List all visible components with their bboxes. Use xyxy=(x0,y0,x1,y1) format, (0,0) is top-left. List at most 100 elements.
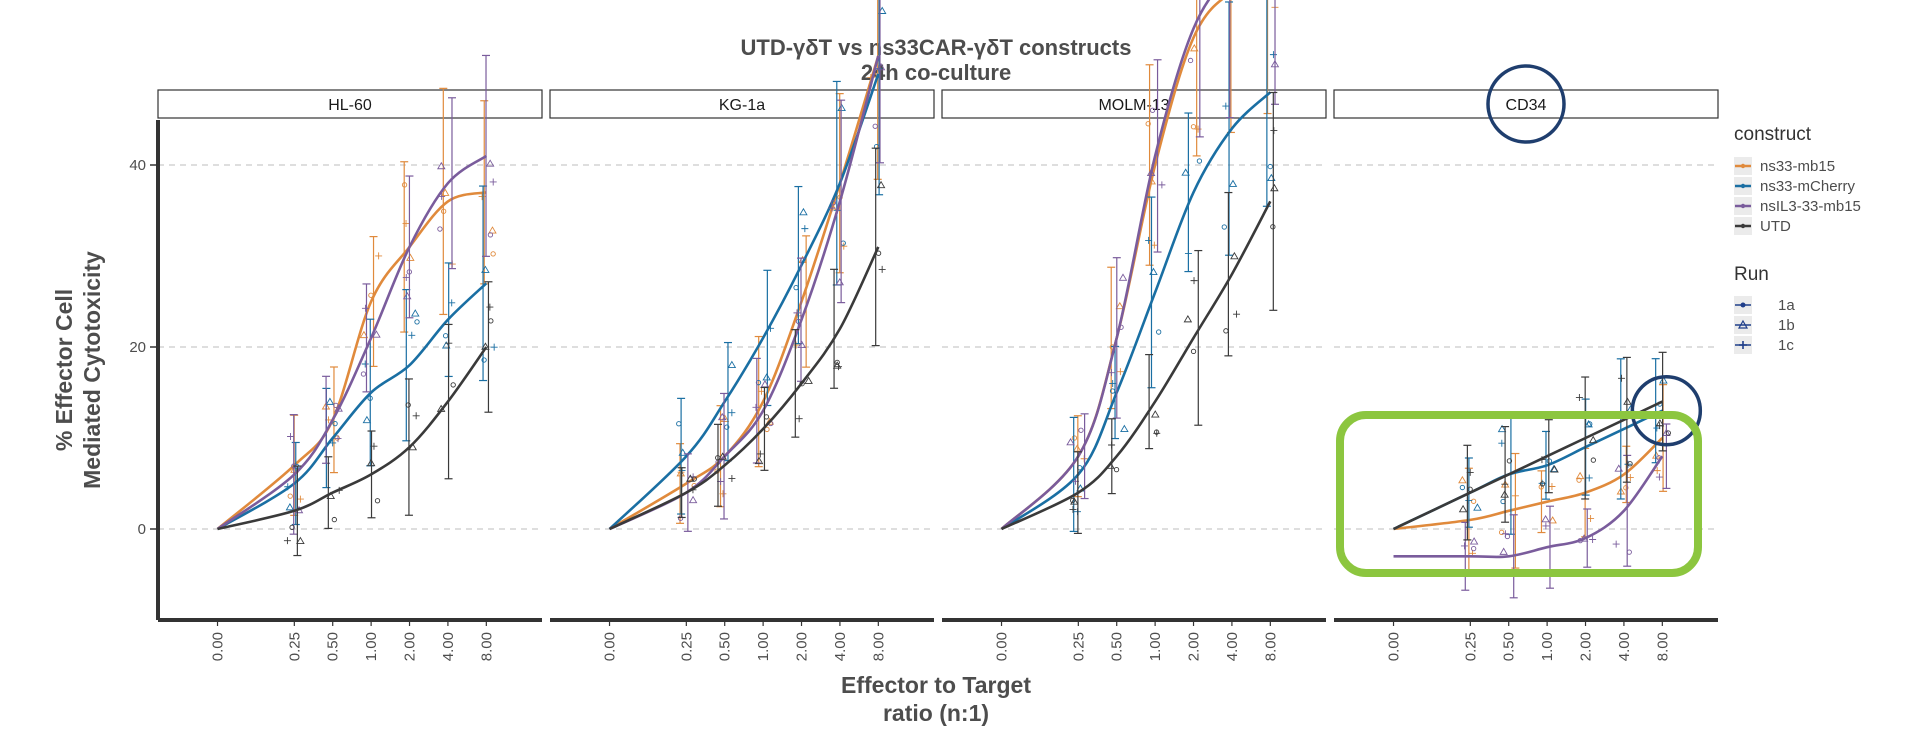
data-point-run-1c xyxy=(1548,482,1556,490)
data-point-run-1b xyxy=(762,373,771,381)
series-utd xyxy=(217,281,494,557)
data-point-run-1b xyxy=(440,188,450,196)
data-point-run-1b xyxy=(799,207,808,216)
data-point-run-1b xyxy=(720,414,730,423)
data-point-run-1c xyxy=(757,387,765,395)
legend-label: ns33-mCherry xyxy=(1760,178,1856,195)
data-point-run-1c xyxy=(1655,473,1663,481)
series-nsil3-33-mb15 xyxy=(1393,423,1671,599)
data-point-run-1c xyxy=(361,360,369,368)
legend-label: ns33-mb15 xyxy=(1760,158,1835,175)
data-point-run-1b xyxy=(411,309,420,317)
data-point-run-1a xyxy=(1590,457,1596,463)
data-point-run-1a xyxy=(331,516,337,523)
data-point-run-1a xyxy=(1498,529,1505,536)
data-point-run-1b xyxy=(362,415,372,424)
series-utd xyxy=(1392,351,1671,541)
data-point-run-1c xyxy=(728,474,736,482)
data-point-run-1c xyxy=(1222,102,1230,110)
data-point-run-1a xyxy=(437,226,443,232)
data-point-run-1b xyxy=(285,502,295,511)
data-point-run-1b xyxy=(406,253,415,261)
data-point-run-1c xyxy=(445,339,453,347)
facet-label: MOLM-13 xyxy=(1098,97,1169,114)
series-utd xyxy=(1000,91,1279,534)
data-point-run-1b xyxy=(1499,547,1508,555)
x-tick-label: 4.00 xyxy=(832,632,849,661)
data-point-run-1b xyxy=(876,62,886,71)
legend-constructs: ns33-mb15 ns33-mCherry nsIL3-33-mb15 UTD xyxy=(1734,157,1861,235)
data-point-run-1b xyxy=(835,277,844,286)
data-point-run-1a xyxy=(1504,533,1511,540)
x-tick-label: 2.00 xyxy=(794,632,811,661)
data-point-run-1a xyxy=(1270,224,1276,230)
panel-kg-1a: KG-1a 0.00 0.25 0.50 1.00 2.00 4.00 8.00 xyxy=(549,0,935,661)
data-point-run-1c xyxy=(490,343,498,351)
data-point-run-1b xyxy=(1270,59,1280,68)
legend-item-run-1c: 1c xyxy=(1734,336,1794,354)
data-point-run-1c xyxy=(370,442,378,450)
data-point-run-1c xyxy=(1465,497,1473,505)
data-point-run-1c xyxy=(1069,505,1077,513)
y-tick-label: 20 xyxy=(129,339,146,356)
series-nsil3-33-mb15 xyxy=(608,0,886,532)
panels: HL-60 0.00 0.25 0.50 1.00 2.00 4.00 8.00 KG-1a 0.… xyxy=(156,0,1719,661)
x-tick-label: 0.50 xyxy=(717,632,734,661)
data-point-run-1a xyxy=(1078,427,1084,433)
trend-line-utd xyxy=(217,346,488,531)
data-point-run-1c xyxy=(486,303,494,311)
x-tick-label: 1.00 xyxy=(1539,632,1556,661)
x-tick-label: 0.25 xyxy=(1070,632,1087,661)
x-tick-label: 1.00 xyxy=(363,632,380,661)
legend-label: UTD xyxy=(1760,218,1791,235)
data-point-run-1c xyxy=(1269,51,1277,59)
x-tick-label: 0.00 xyxy=(994,632,1011,661)
data-point-run-1a xyxy=(834,359,840,366)
x-tick-label: 0.00 xyxy=(602,632,619,661)
data-point-run-1b xyxy=(1500,490,1509,498)
data-point-run-1c xyxy=(1190,277,1198,285)
x-tick-label: 4.00 xyxy=(1616,632,1633,661)
x-tick-label: 1.00 xyxy=(1147,632,1164,661)
y-axis-title-line1: % Effector Cell xyxy=(51,289,77,451)
data-point-run-1c xyxy=(835,363,843,371)
trend-line-ns33-mcherry xyxy=(608,73,880,530)
chart-subtitle: 24h co-culture xyxy=(861,60,1011,85)
trend-line-nsil3-33-mb15 xyxy=(1393,455,1664,559)
data-point-run-1a xyxy=(1071,435,1078,441)
legend-key-dot xyxy=(1740,223,1746,229)
x-tick-label: 2.00 xyxy=(1578,632,1595,661)
x-tick-label: 0.00 xyxy=(1386,632,1403,661)
y-axis-ticks: 020406080 xyxy=(129,157,157,538)
data-point-run-1c xyxy=(1618,374,1626,382)
x-tick-label: 8.00 xyxy=(478,632,495,661)
data-point-run-1c xyxy=(1460,542,1468,550)
data-point-run-1c xyxy=(412,412,420,420)
data-point-run-1c xyxy=(1501,530,1509,538)
data-point-run-1a xyxy=(1587,421,1593,427)
series-ns33-mcherry xyxy=(216,185,498,531)
data-point-run-1a xyxy=(401,182,408,188)
facet-label: HL-60 xyxy=(328,97,372,114)
data-point-run-1c xyxy=(283,537,291,545)
x-tick-label: 1.00 xyxy=(755,632,772,661)
data-point-run-1a xyxy=(1267,163,1273,170)
data-point-run-1c xyxy=(296,495,304,503)
data-point-run-1a xyxy=(414,319,420,325)
data-point-run-1a xyxy=(1627,461,1633,467)
legend-key-dot xyxy=(1740,183,1746,189)
data-point-run-1a xyxy=(360,371,367,377)
data-point-run-1b xyxy=(1575,471,1585,480)
data-point-run-1c xyxy=(1194,125,1202,133)
annotation-circle-point xyxy=(1630,374,1703,447)
panel-molm-13: MOLM-13 0.00 0.25 0.50 1.00 2.00 4.00 8.00 xyxy=(941,0,1327,661)
panel-hl-60: HL-60 0.00 0.25 0.50 1.00 2.00 4.00 8.00 xyxy=(156,54,543,661)
legend-key-marker xyxy=(1739,341,1747,349)
data-point-run-1b xyxy=(481,265,490,273)
data-point-run-1b xyxy=(1115,301,1125,310)
data-point-run-1a xyxy=(1156,329,1162,335)
data-point-run-1a xyxy=(1109,388,1116,394)
data-point-run-1c xyxy=(793,309,801,317)
data-point-run-1b xyxy=(1469,537,1479,545)
